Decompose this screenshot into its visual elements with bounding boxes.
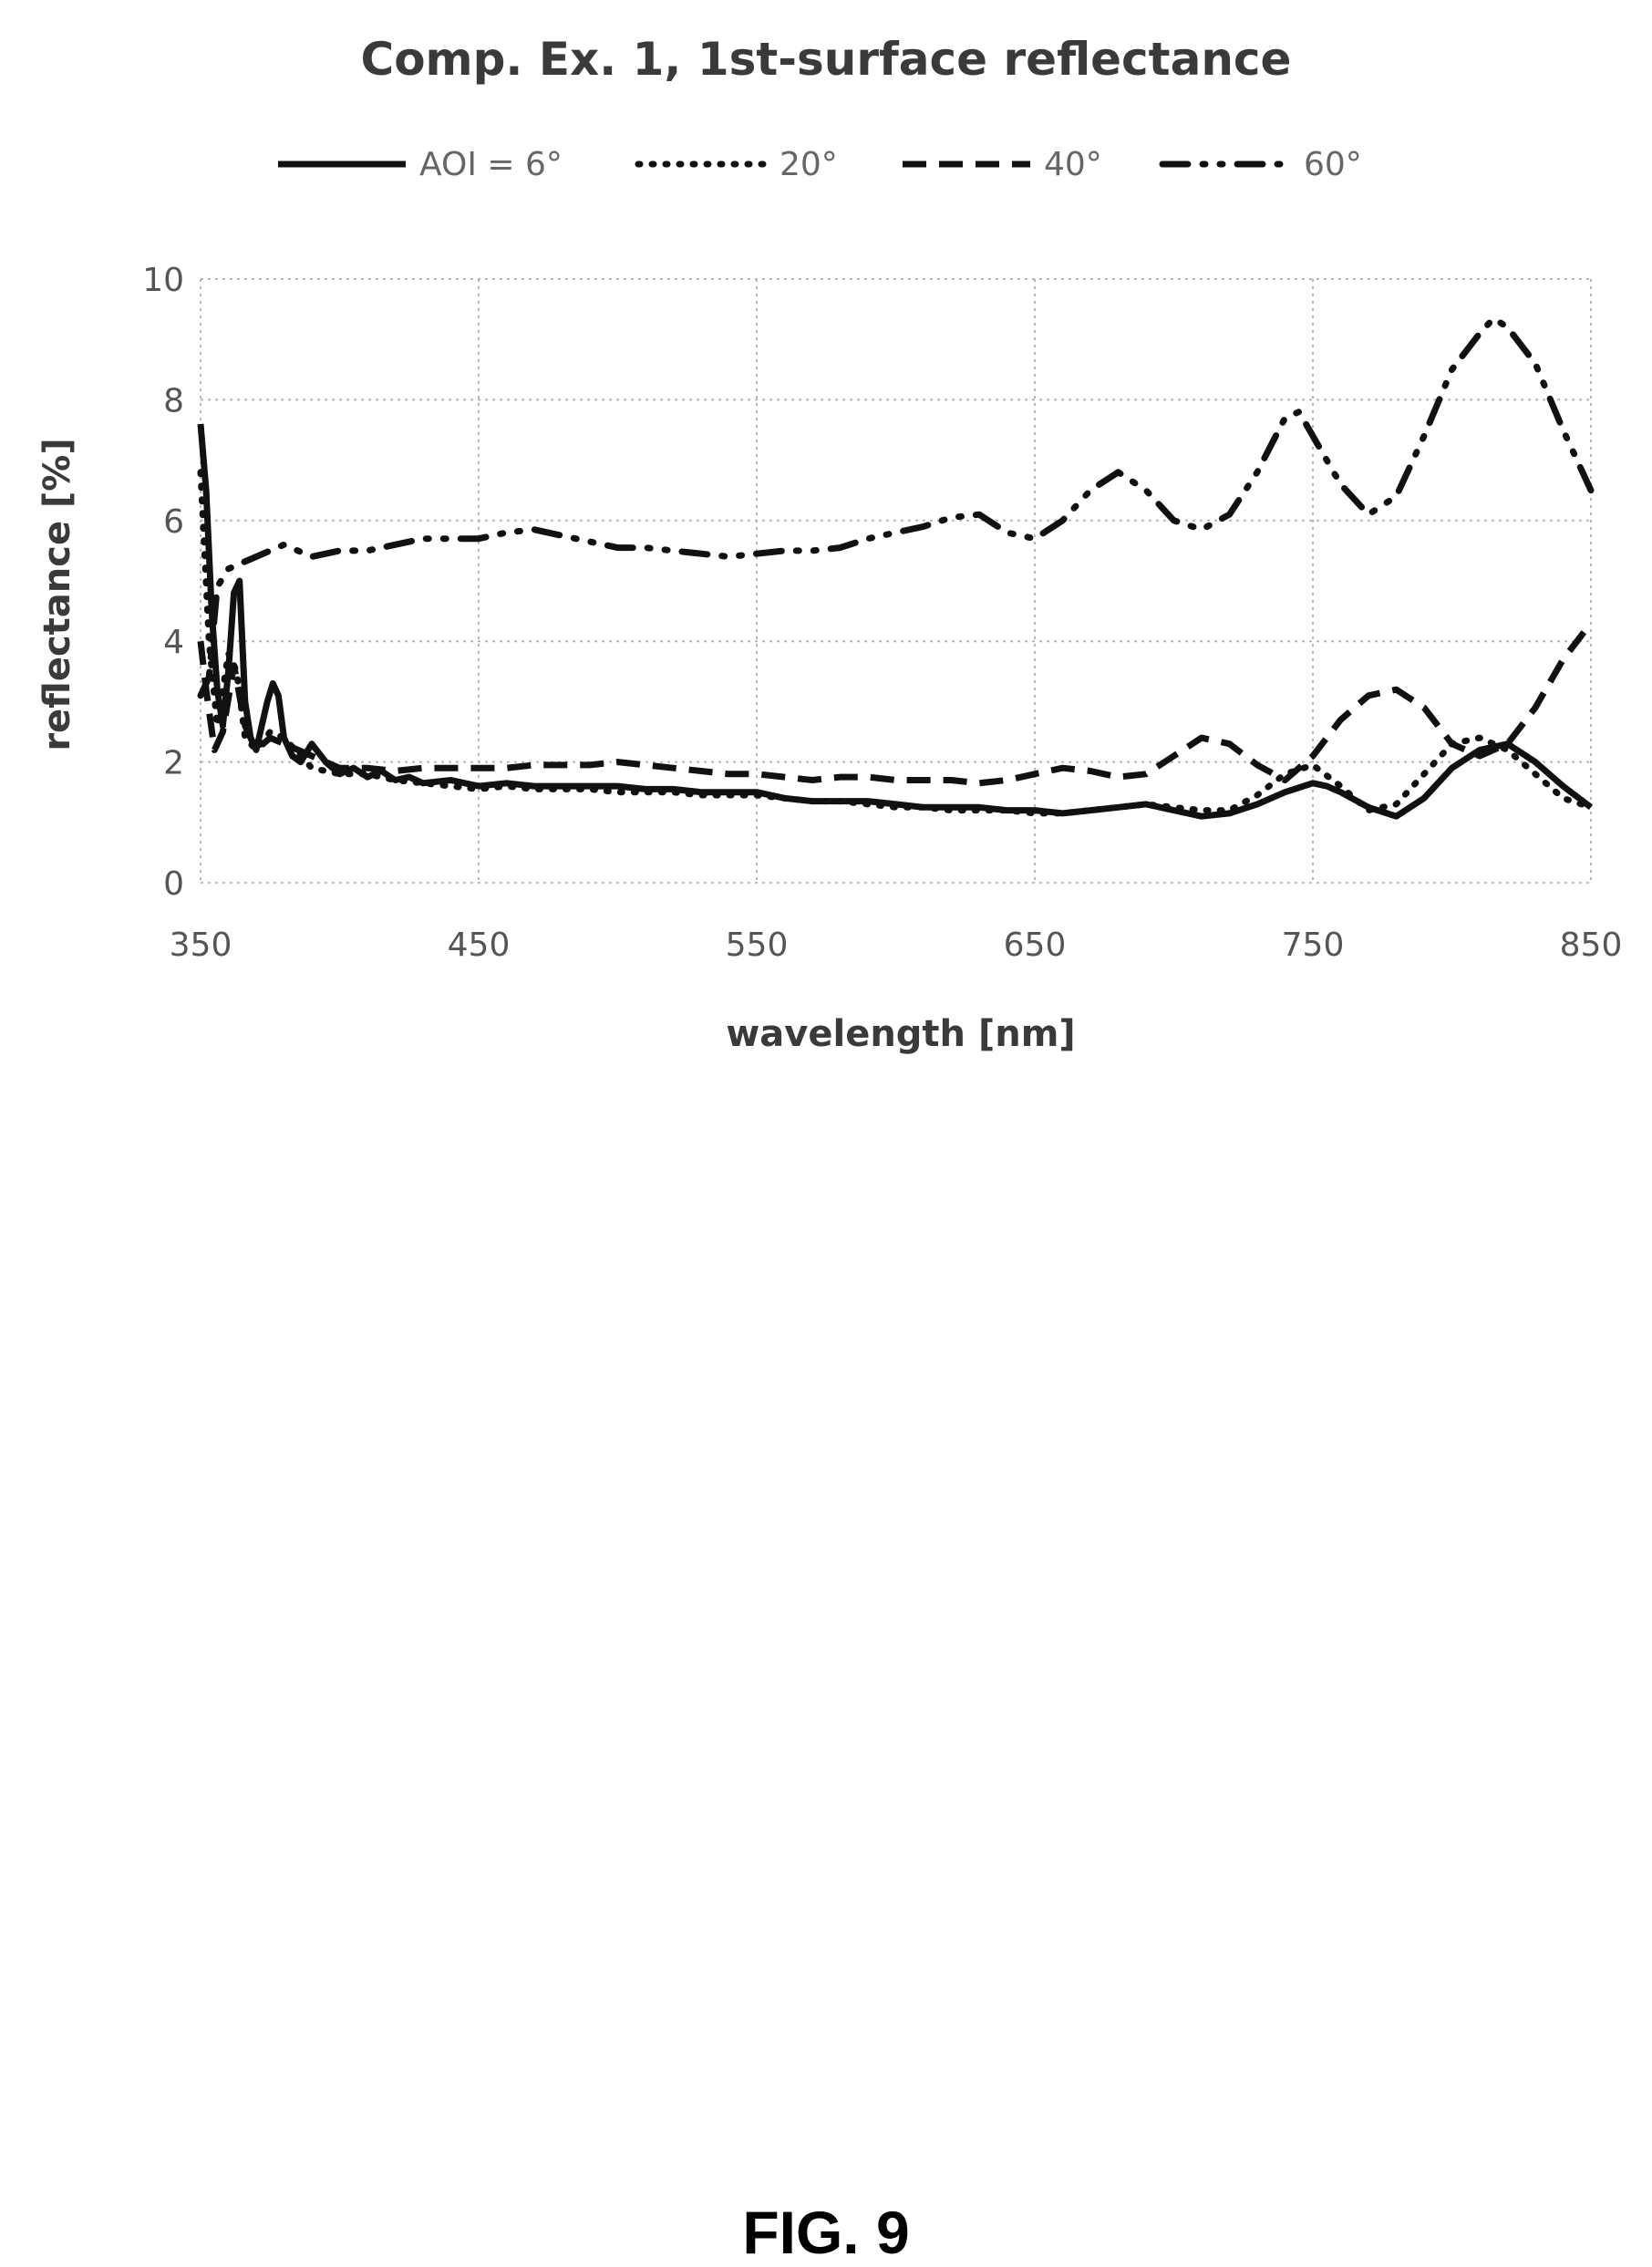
chart-legend: AOI = 6° 20° 40° 60° bbox=[278, 146, 1362, 183]
y-tick-label: 6 bbox=[163, 503, 184, 541]
legend-label-3: 40° bbox=[1044, 146, 1102, 183]
legend-label-4: 60° bbox=[1304, 146, 1362, 183]
x-tick-label: 650 bbox=[1004, 926, 1067, 964]
y-tick-label: 2 bbox=[163, 745, 184, 782]
data-series bbox=[197, 315, 1595, 820]
y-tick-label: 4 bbox=[163, 624, 184, 661]
x-tick-label: 450 bbox=[448, 926, 511, 964]
axis-ticks: 0 2 4 6 8 10 350 450 550 650 750 850 bbox=[142, 262, 1622, 964]
plot-grid bbox=[200, 278, 1592, 884]
legend-label-2: 20° bbox=[780, 146, 838, 183]
x-tick-label: 350 bbox=[170, 926, 232, 964]
y-axis-title: reflectance [%] bbox=[36, 438, 78, 750]
y-tick-label: 0 bbox=[163, 865, 184, 903]
x-tick-label: 750 bbox=[1282, 926, 1345, 964]
series-line-1 bbox=[197, 423, 1594, 820]
figure-label: FIG. 9 bbox=[742, 2199, 910, 2266]
x-axis-title: wavelength [nm] bbox=[726, 1013, 1075, 1055]
chart-title: Comp. Ex. 1, 1st-surface reflectance bbox=[361, 33, 1292, 86]
x-tick-label: 850 bbox=[1560, 926, 1623, 964]
y-tick-label: 10 bbox=[142, 262, 184, 299]
y-tick-label: 8 bbox=[163, 382, 184, 419]
series-line-2 bbox=[197, 469, 1595, 817]
series-line-3 bbox=[197, 621, 1594, 787]
x-tick-label: 550 bbox=[726, 926, 789, 964]
series-line-4 bbox=[197, 315, 1595, 699]
legend-label-1: AOI = 6° bbox=[419, 146, 563, 183]
